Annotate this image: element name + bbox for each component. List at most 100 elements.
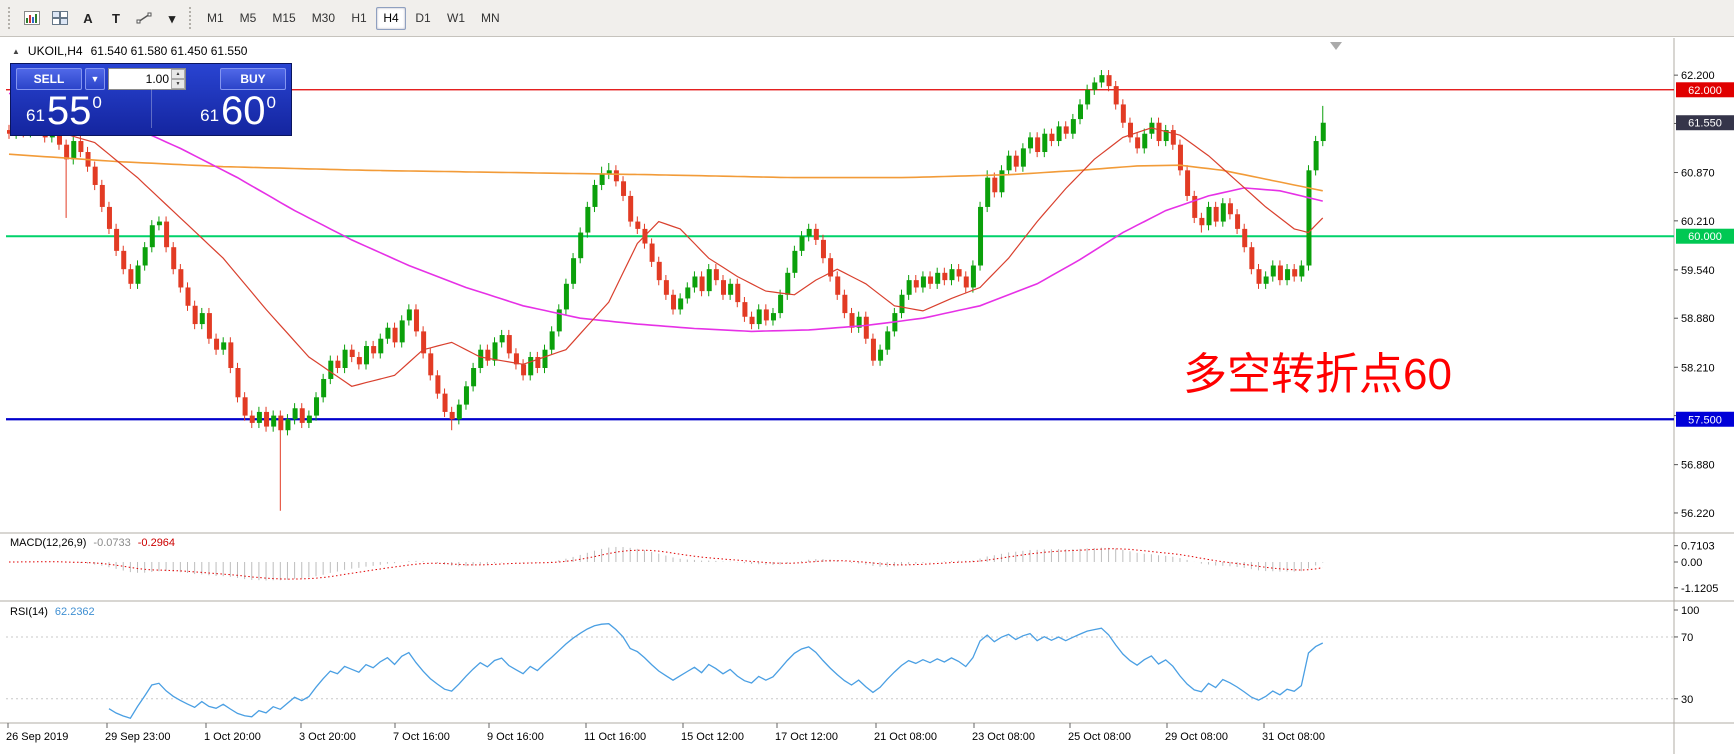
text-box-button[interactable]: T: [103, 6, 129, 30]
ask-price-prefix: 61: [200, 105, 220, 125]
tools-dropdown-button[interactable]: ▾: [159, 6, 185, 30]
price-tick-label: 56.880: [1681, 460, 1715, 472]
price-tick-label: 62.200: [1681, 70, 1715, 82]
timeframe-W1-button[interactable]: W1: [440, 7, 472, 30]
ohlc-values: 61.540 61.580 61.450 61.550: [90, 44, 248, 58]
ma-medium-line: [8, 92, 1323, 333]
toolbar-grip[interactable]: [189, 7, 196, 29]
time-axis-label: 15 Oct 12:00: [681, 731, 744, 743]
trendline-button[interactable]: [131, 6, 157, 30]
volume-up-button[interactable]: ▲: [171, 69, 185, 79]
chart-window-button[interactable]: [19, 6, 45, 30]
macd-signal-value: -0.2964: [137, 537, 176, 549]
time-axis-label: 31 Oct 08:00: [1262, 731, 1325, 743]
rsi-value: 62.2362: [54, 606, 95, 618]
price-tick-label: 56.220: [1681, 508, 1715, 520]
chart-window-icon: [24, 11, 40, 25]
main-toolbar: A T ▾ M1 M5 M15 M30 H1 H4 D1 W1 MN: [0, 0, 1734, 37]
rsi-scale-label: 30: [1681, 694, 1693, 706]
volume-input[interactable]: [108, 68, 186, 90]
font-label-button[interactable]: A: [75, 6, 101, 30]
ma-fast-line: [8, 127, 1324, 387]
macd-scale-label: 0.00: [1681, 557, 1702, 569]
price-divider: [151, 85, 152, 128]
ma-slow-line: [8, 153, 1323, 192]
price-badge-label: 62.000: [1688, 85, 1722, 97]
timeframe-D1-button[interactable]: D1: [408, 7, 438, 30]
time-axis-label: 3 Oct 20:00: [299, 731, 356, 743]
timeframe-H4-button[interactable]: H4: [376, 6, 407, 30]
bid-price-big: 55: [46, 89, 92, 133]
macd-scale-label: -1.1205: [1681, 583, 1718, 595]
tile-windows-button[interactable]: [47, 6, 73, 30]
price-tick-label: 58.210: [1681, 362, 1715, 374]
rsi-line: [108, 623, 1324, 719]
time-axis-label: 29 Sep 23:00: [105, 731, 170, 743]
timeframe-M5-button[interactable]: M5: [233, 7, 264, 30]
price-badge-62.000: [1676, 82, 1734, 98]
ask-price[interactable]: 61 60 0: [200, 91, 276, 131]
ask-price-sup: 0: [266, 93, 276, 112]
price-tick-label: 58.880: [1681, 313, 1715, 325]
chart-header: ▲ UKOIL,H4 61.540 61.580 61.450 61.550: [12, 44, 247, 58]
price-badge-61.550: [1676, 115, 1734, 131]
price-tick-label: 59.540: [1681, 265, 1715, 277]
macd-scale-label: 0.7103: [1681, 541, 1715, 553]
tile-windows-icon: [52, 11, 68, 25]
chevron-down-icon: ▾: [168, 10, 176, 26]
time-axis-label: 7 Oct 16:00: [393, 731, 450, 743]
sell-button[interactable]: SELL: [16, 68, 82, 90]
timeframe-M1-button[interactable]: M1: [200, 7, 231, 30]
volume-dropdown-button[interactable]: ▼: [85, 68, 105, 90]
price-tick-label: 60.210: [1681, 216, 1715, 228]
bid-price-sup: 0: [92, 93, 102, 112]
price-badge-label: 61.550: [1688, 118, 1722, 130]
rsi-label: RSI(14) 62.2362: [10, 606, 95, 618]
time-axis[interactable]: 26 Sep 2019 29 Sep 23:00 1 Oct 20:00 3 Oct …: [6, 723, 1325, 743]
price-tick-label: 60.870: [1681, 168, 1715, 180]
time-axis-label: 26 Sep 2019: [6, 731, 68, 743]
toolbar-grip[interactable]: [8, 7, 15, 29]
drawing-tools-group: A T ▾: [19, 6, 185, 30]
bid-price[interactable]: 61 55 0: [26, 89, 102, 133]
timeframe-M15-button[interactable]: M15: [265, 7, 302, 30]
letter-a-icon: A: [83, 10, 93, 26]
macd-main-value: -0.0733: [93, 537, 131, 549]
price-badge-label: 57.500: [1688, 414, 1722, 426]
chart-shift-marker-icon[interactable]: [1330, 42, 1342, 50]
time-axis-label: 21 Oct 08:00: [874, 731, 937, 743]
price-badge-label: 60.000: [1688, 231, 1722, 243]
trendline-icon: [136, 12, 152, 24]
time-axis-label: 9 Oct 16:00: [487, 731, 544, 743]
timeframe-group: M1 M5 M15 M30 H1 H4 D1 W1 MN: [200, 6, 507, 30]
time-axis-label: 25 Oct 08:00: [1068, 731, 1131, 743]
symbol-period-label: UKOIL,H4: [27, 44, 83, 58]
buy-button[interactable]: BUY: [220, 68, 286, 90]
timeframe-M30-button[interactable]: M30: [305, 7, 342, 30]
time-axis-label: 17 Oct 12:00: [775, 731, 838, 743]
candlestick-series: [7, 70, 1326, 511]
annotation-text: 多空转折点60: [1183, 350, 1452, 399]
bid-price-prefix: 61: [26, 105, 45, 125]
volume-down-button[interactable]: ▼: [171, 79, 185, 89]
timeframe-MN-button[interactable]: MN: [474, 7, 507, 30]
macd-signal-line: [9, 548, 1323, 580]
macd-label: MACD(12,26,9) -0.0733 -0.2964: [10, 537, 176, 549]
chevron-down-icon: ▼: [90, 74, 100, 84]
collapse-arrow-icon[interactable]: ▲: [12, 46, 20, 56]
macd-histogram: [15, 546, 1324, 581]
price-badge-60.000: [1676, 228, 1734, 244]
time-axis-label: 11 Oct 16:00: [584, 731, 646, 743]
price-scale[interactable]: 62.20061.54060.87060.21059.54058.88058.2…: [1674, 70, 1715, 520]
time-axis-label: 29 Oct 08:00: [1165, 731, 1228, 743]
letter-t-icon: T: [112, 10, 120, 26]
price-badge-57.500: [1676, 411, 1734, 427]
rsi-scale-label: 70: [1681, 632, 1693, 644]
rsi-scale-label: 100: [1681, 605, 1699, 617]
time-axis-label: 23 Oct 08:00: [972, 731, 1035, 743]
timeframe-H1-button[interactable]: H1: [344, 7, 374, 30]
time-axis-label: 1 Oct 20:00: [204, 731, 261, 743]
